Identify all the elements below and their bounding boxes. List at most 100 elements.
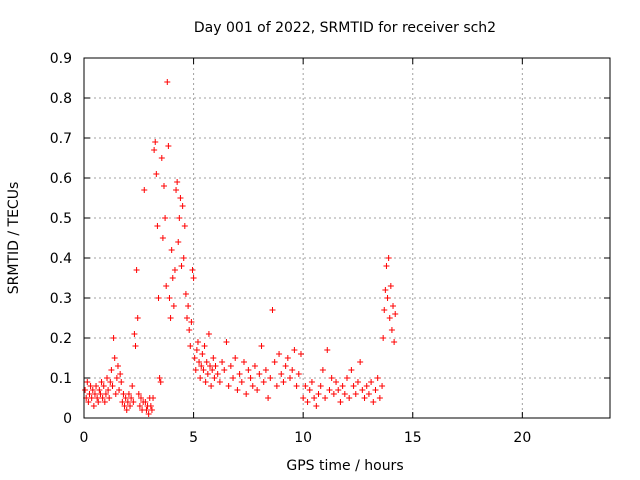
data-point <box>344 375 350 381</box>
data-point <box>357 359 364 365</box>
data-point <box>177 195 184 201</box>
data-point <box>236 371 243 377</box>
data-point <box>234 387 241 393</box>
data-point <box>111 355 118 361</box>
data-point <box>109 383 116 389</box>
data-point <box>96 387 103 393</box>
data-point <box>127 403 134 409</box>
data-point <box>326 387 333 393</box>
data-point <box>128 395 135 401</box>
data-point <box>185 303 192 309</box>
data-point <box>86 391 93 397</box>
data-point <box>317 383 324 389</box>
data-point <box>202 379 209 385</box>
y-tick-label: 0.3 <box>50 291 72 307</box>
data-point <box>390 303 397 309</box>
data-point <box>245 367 252 373</box>
data-point <box>186 327 193 333</box>
y-tick-label: 0.2 <box>50 331 72 347</box>
data-point <box>251 363 258 369</box>
data-point <box>287 375 294 381</box>
data-point <box>256 371 263 377</box>
data-point <box>95 399 102 405</box>
data-point <box>175 239 182 245</box>
y-tick-label: 0.8 <box>50 91 72 107</box>
data-point <box>276 351 283 357</box>
data-point <box>297 351 304 357</box>
data-point <box>383 263 390 269</box>
data-point <box>101 399 108 405</box>
data-point <box>87 383 94 389</box>
data-point <box>376 395 383 401</box>
data-point <box>162 215 169 221</box>
data-point <box>122 395 129 401</box>
data-point <box>333 379 340 385</box>
data-point <box>311 395 318 401</box>
x-tick-label: 0 <box>80 430 89 446</box>
y-tick-label: 0.5 <box>50 211 72 227</box>
data-point <box>150 395 157 401</box>
data-point <box>386 315 393 321</box>
data-point <box>153 171 160 177</box>
data-point <box>180 255 187 261</box>
data-point <box>188 319 195 325</box>
data-point <box>165 143 172 149</box>
data-point <box>372 387 379 393</box>
data-point <box>94 395 101 401</box>
data-point <box>114 363 121 369</box>
data-point <box>200 367 207 373</box>
data-point <box>88 395 95 401</box>
data-point <box>374 375 381 381</box>
data-point <box>187 343 194 349</box>
x-tick-label: 5 <box>189 430 198 446</box>
data-point <box>223 339 230 345</box>
data-point <box>173 187 180 193</box>
data-point <box>280 379 287 385</box>
data-point <box>243 391 250 397</box>
data-point <box>170 303 177 309</box>
data-point <box>193 347 200 353</box>
data-point <box>142 399 149 405</box>
data-point <box>219 359 226 365</box>
x-axis-label: GPS time / hours <box>286 458 403 474</box>
data-point <box>158 155 165 161</box>
data-point <box>350 383 357 389</box>
data-point <box>191 355 198 361</box>
data-point <box>89 387 96 393</box>
data-point <box>168 247 175 253</box>
data-point <box>134 315 141 321</box>
data-point <box>203 359 210 365</box>
data-point <box>179 203 186 209</box>
data-point <box>97 391 104 397</box>
data-point <box>133 267 140 273</box>
data-point <box>262 367 269 373</box>
data-point <box>147 403 154 409</box>
data-point <box>341 391 348 397</box>
chart-title: Day 001 of 2022, SRMTID for receiver sch… <box>194 20 496 36</box>
data-point <box>232 355 239 361</box>
data-point <box>315 391 322 397</box>
data-point <box>116 387 123 393</box>
data-point <box>194 339 201 345</box>
data-point <box>151 147 158 153</box>
data-point <box>93 383 100 389</box>
data-point <box>112 391 119 397</box>
data-point <box>118 379 125 385</box>
data-point <box>388 327 395 333</box>
data-point <box>131 331 138 337</box>
plot-frame <box>83 57 611 419</box>
data-point <box>304 399 311 405</box>
data-point <box>319 367 326 373</box>
data-point <box>249 383 256 389</box>
data-point <box>169 275 176 281</box>
data-point <box>130 399 137 405</box>
data-point <box>156 375 163 381</box>
data-point <box>201 343 208 349</box>
data-point <box>212 363 219 369</box>
data-point <box>254 387 261 393</box>
data-point <box>209 367 216 373</box>
y-tick-label: 0.7 <box>50 131 72 147</box>
data-point <box>265 395 272 401</box>
data-point <box>258 343 265 349</box>
